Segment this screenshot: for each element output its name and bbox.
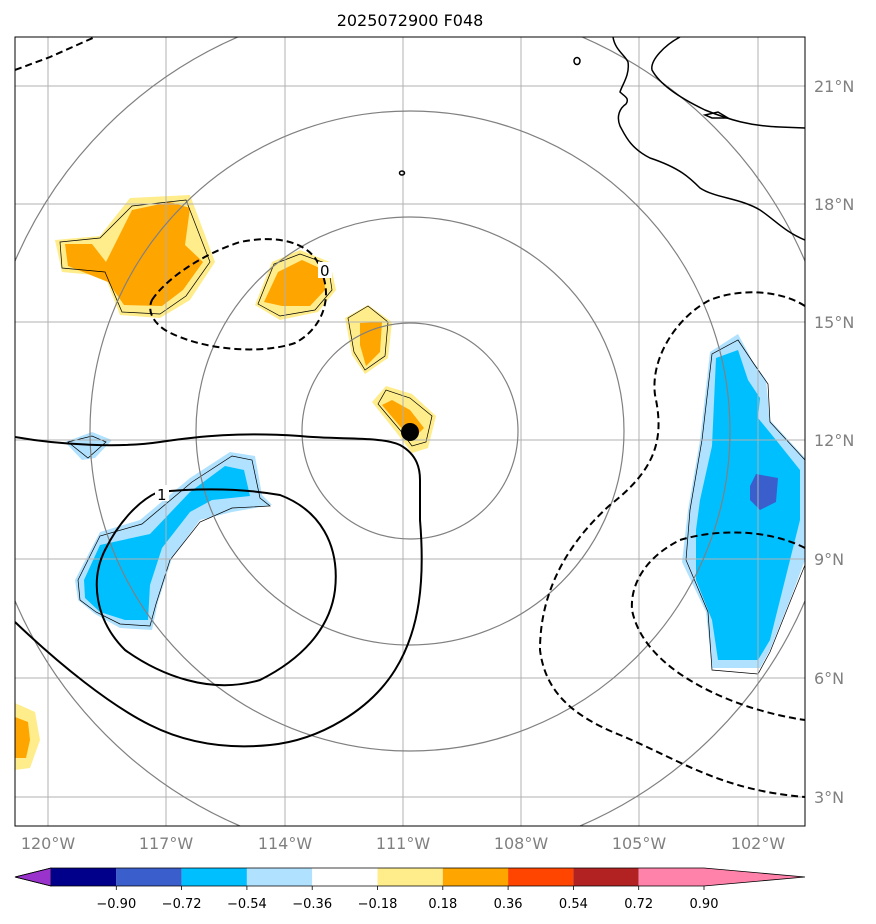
contour-labels: 0 1 bbox=[155, 262, 332, 504]
colorbar-tick-label: −0.54 bbox=[227, 897, 267, 912]
colorbar-tick-label: 0.72 bbox=[624, 897, 653, 912]
colorbar-tick-label: 0.36 bbox=[494, 897, 523, 912]
colorbar-segment bbox=[377, 868, 443, 886]
latitude-labels: 21°N 18°N 15°N 12°N 9°N 6°N 3°N bbox=[814, 77, 854, 807]
contour-label-zero: 0 bbox=[320, 262, 330, 280]
longitude-labels: 120°W 117°W 114°W 111°W 108°W 105°W 102°… bbox=[21, 834, 786, 853]
positive-anomaly-mid bbox=[15, 202, 424, 758]
colorbar-tick-label: 0.54 bbox=[559, 897, 588, 912]
negative-anomaly-strong bbox=[750, 474, 778, 510]
colorbar-segment bbox=[312, 868, 378, 886]
map-area: 0 1 bbox=[15, 37, 805, 826]
coastline bbox=[398, 37, 805, 241]
shading-outlines bbox=[59, 199, 805, 675]
dashed-contours bbox=[15, 37, 805, 798]
colorbar-segment bbox=[246, 868, 313, 886]
colorbar-tick-label: −0.72 bbox=[162, 897, 202, 912]
lon-label-114w: 114°W bbox=[258, 834, 313, 853]
colorbar-segment bbox=[573, 868, 639, 886]
colorbar-tick-label: −0.90 bbox=[96, 897, 136, 912]
lon-label-120w: 120°W bbox=[21, 834, 76, 853]
lat-label-12n: 12°N bbox=[814, 431, 854, 450]
colorbar-tick-label: 0.18 bbox=[428, 897, 457, 912]
lon-label-108w: 108°W bbox=[494, 834, 549, 853]
graticule bbox=[15, 37, 805, 826]
lat-label-18n: 18°N bbox=[814, 195, 854, 214]
colorbar-extend-low bbox=[14, 867, 52, 887]
lat-label-6n: 6°N bbox=[814, 669, 844, 688]
colorbar: −0.90 −0.72 −0.54 −0.36 −0.18 0.18 0.36 … bbox=[14, 867, 806, 912]
lon-label-102w: 102°W bbox=[731, 834, 786, 853]
map-frame bbox=[14, 36, 806, 827]
lat-label-15n: 15°N bbox=[814, 313, 854, 332]
colorbar-segment bbox=[51, 868, 117, 886]
lat-label-9n: 9°N bbox=[814, 550, 844, 569]
colorbar-tick-label: 0.90 bbox=[690, 897, 719, 912]
colorbar-segment bbox=[508, 868, 574, 886]
solid-contours bbox=[15, 433, 423, 748]
storm-center-marker bbox=[401, 423, 419, 441]
contour-label-one: 1 bbox=[157, 486, 167, 504]
figure-title: 2025072900 F048 bbox=[337, 11, 484, 30]
lon-label-117w: 117°W bbox=[139, 834, 194, 853]
colorbar-extend-high bbox=[704, 868, 805, 886]
colorbar-tick-label: −0.36 bbox=[292, 897, 332, 912]
range-rings bbox=[15, 37, 805, 826]
colorbar-segment bbox=[116, 868, 182, 886]
colorbar-tick-label: −0.18 bbox=[358, 897, 398, 912]
lat-label-21n: 21°N bbox=[814, 77, 854, 96]
colorbar-segment bbox=[638, 868, 704, 886]
lon-label-105w: 105°W bbox=[612, 834, 667, 853]
negative-anomaly-mid bbox=[84, 350, 800, 660]
colorbar-segment bbox=[442, 868, 509, 886]
lon-label-111w: 111°W bbox=[376, 834, 431, 853]
lat-label-3n: 3°N bbox=[814, 788, 844, 807]
colorbar-segment bbox=[181, 868, 247, 886]
